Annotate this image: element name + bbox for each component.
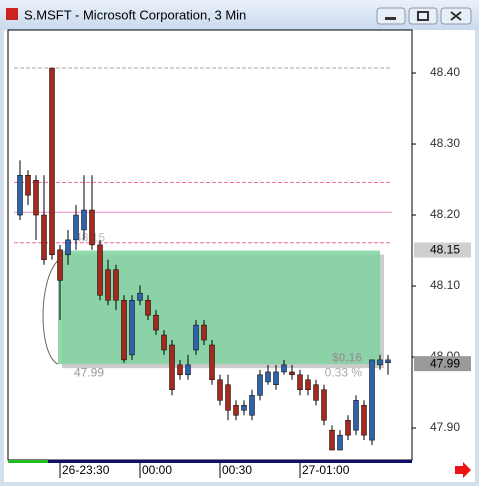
maximize-icon [417,11,429,21]
y-tick-label: 48.10 [430,278,460,292]
candle-body [113,269,119,301]
price-marker-box [414,242,471,258]
candle-body [17,175,23,216]
plot-area [7,29,413,461]
y-tick-label: 48.30 [430,136,460,150]
y-tick-label: 48.20 [430,207,460,221]
measure-box [58,250,380,365]
candle-body [209,344,215,381]
candle-body [305,379,311,390]
minimize-button[interactable] [376,7,406,25]
price-marker-label: 48.15 [430,243,460,257]
candle-body [177,364,183,376]
candle-body [289,371,295,376]
x-tick-label: 00:30 [222,463,252,477]
minimize-icon [385,17,396,20]
candle-body [329,429,335,451]
candle-body [73,214,79,241]
candle-body [153,314,159,331]
candle-body [225,384,231,411]
candle-body [33,179,39,216]
measure-arc [42,260,59,365]
candle-body [345,419,351,436]
candle-body [233,405,239,416]
measure-end-label: 47.99 [74,365,104,379]
scroll-arrow[interactable] [455,462,471,478]
x-tick-label: 00:00 [142,463,172,477]
candle-body [161,334,167,351]
candle-body [369,359,375,441]
candle-body [57,249,63,281]
candle-body [81,209,87,231]
candle-body [137,292,143,301]
candle-body [273,371,279,385]
price-marker-box [414,356,471,372]
measure-percent: 0.33 % [325,365,363,379]
candle-body [129,299,135,356]
window-title: S.MSFT - Microsoft Corporation, 3 Min [24,7,246,22]
candle-body [321,389,327,421]
candle-body [105,269,111,301]
candle-body [217,379,223,401]
candle-body [121,299,127,361]
candle-body [25,175,31,196]
y-tick-label: 47.90 [430,420,460,434]
candle-body [193,324,199,351]
candle-body [145,299,151,316]
maximize-button[interactable] [408,7,438,25]
candle-body [249,395,255,416]
measure-change: $0.16 [332,350,362,364]
candle-body [257,374,263,396]
candle-body [353,400,359,431]
candle-body [361,405,367,436]
candle-body [49,67,55,256]
candle-body [241,405,247,411]
candle-body [185,364,191,376]
x-tick-label: 26-23:30 [62,463,110,477]
candle-body [313,384,319,401]
candle-body [281,364,287,373]
chart-layer: 47.9048.0048.1048.2048.3048.4048.1547.99… [14,65,471,478]
candle-body [65,239,71,256]
close-icon [450,11,462,21]
candle-body [89,209,95,246]
price-marker-label: 47.99 [430,356,460,370]
candle-body [377,359,383,366]
candle-body [385,359,391,363]
app-icon [6,8,18,20]
window-buttons[interactable] [376,7,472,25]
candle-body [265,371,271,383]
candle-body [201,324,207,341]
y-tick-label: 48.40 [430,65,460,79]
time-bar [8,460,412,463]
candle-body [97,244,103,296]
candle-body [41,214,47,261]
candle-body [169,344,175,390]
candle-body [337,434,343,451]
x-tick-label: 27-01:00 [302,463,350,477]
candle-body [297,374,303,390]
time-bar-visible [8,460,48,463]
